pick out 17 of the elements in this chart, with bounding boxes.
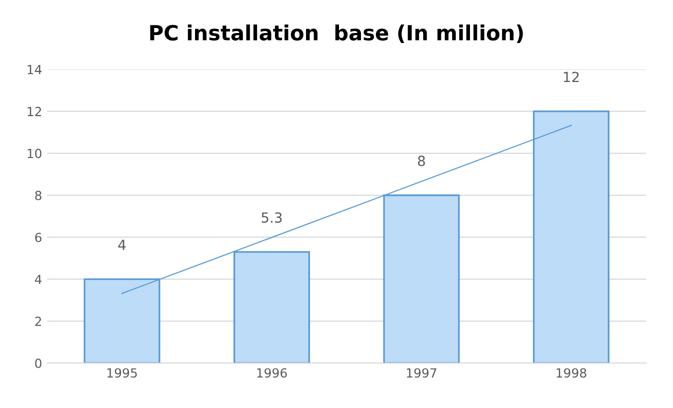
y-tick-label: 4 — [34, 274, 42, 284]
data-label: 4 — [118, 240, 126, 250]
data-label: 5.3 — [262, 212, 282, 223]
x-tick-label: 1996 — [257, 368, 287, 378]
chart-title: PC installation base (In million) — [150, 24, 523, 44]
y-tick-label: 6 — [35, 232, 42, 242]
y-tick-label: 14 — [28, 64, 42, 74]
y-tick-label: 8 — [35, 190, 42, 200]
y-tick-label: 10 — [28, 148, 42, 158]
y-tick-label: 2 — [35, 316, 41, 326]
x-tick-label: 1998 — [556, 368, 586, 378]
y-tick-label: 0 — [35, 358, 42, 368]
x-tick-label: 1995 — [107, 368, 137, 378]
y-tick-label: 12 — [28, 106, 41, 116]
data-label: 12 — [564, 72, 579, 82]
data-label: 8 — [418, 156, 425, 166]
x-tick-label: 1997 — [406, 368, 436, 378]
